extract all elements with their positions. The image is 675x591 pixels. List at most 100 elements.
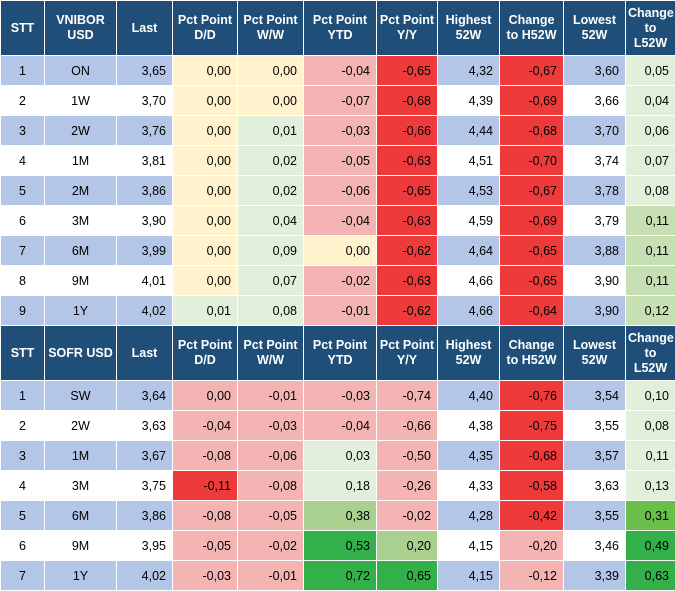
cell-highest-52w: 4,33: [438, 471, 500, 501]
cell-pct-yy: -0,02: [377, 501, 438, 531]
header-pct-ww: Pct Point W/W: [238, 1, 304, 56]
cell-stt: 3: [1, 441, 45, 471]
cell-change-h52w: -0,68: [500, 116, 564, 146]
cell-lowest-52w: 3,90: [564, 266, 626, 296]
cell-last: 3,86: [117, 176, 173, 206]
cell-stt: 6: [1, 206, 45, 236]
cell-lowest-52w: 3,63: [564, 471, 626, 501]
cell-change-h52w: -0,76: [500, 381, 564, 411]
cell-pct-ytd: -0,02: [304, 266, 377, 296]
cell-tenor: 2W: [45, 116, 117, 146]
cell-pct-yy: -0,65: [377, 56, 438, 86]
cell-pct-ww: -0,01: [238, 561, 304, 591]
cell-highest-52w: 4,32: [438, 56, 500, 86]
cell-change-h52w: -0,68: [500, 441, 564, 471]
cell-pct-yy: 0,20: [377, 531, 438, 561]
header-change-h52w: Change to H52W: [500, 1, 564, 56]
cell-lowest-52w: 3,55: [564, 411, 626, 441]
cell-lowest-52w: 3,88: [564, 236, 626, 266]
header-pct-yy: Pct Point Y/Y: [377, 326, 438, 381]
cell-pct-ww: 0,02: [238, 146, 304, 176]
cell-lowest-52w: 3,54: [564, 381, 626, 411]
header-last: Last: [117, 1, 173, 56]
cell-tenor: 2M: [45, 176, 117, 206]
cell-pct-ww: -0,01: [238, 381, 304, 411]
cell-lowest-52w: 3,78: [564, 176, 626, 206]
cell-change-l52w: 0,11: [626, 441, 675, 471]
cell-stt: 9: [1, 296, 45, 326]
cell-change-l52w: 0,31: [626, 501, 675, 531]
cell-change-h52w: -0,58: [500, 471, 564, 501]
cell-pct-dd: -0,11: [173, 471, 238, 501]
cell-pct-dd: 0,00: [173, 236, 238, 266]
cell-change-l52w: 0,11: [626, 266, 675, 296]
cell-change-l52w: 0,11: [626, 236, 675, 266]
cell-pct-ytd: -0,04: [304, 56, 377, 86]
cell-change-l52w: 0,12: [626, 296, 675, 326]
cell-tenor: 3M: [45, 206, 117, 236]
header-pct-yy: Pct Point Y/Y: [377, 1, 438, 56]
cell-pct-dd: 0,00: [173, 266, 238, 296]
cell-pct-ww: 0,02: [238, 176, 304, 206]
cell-stt: 6: [1, 531, 45, 561]
cell-tenor: 9M: [45, 531, 117, 561]
cell-pct-dd: -0,05: [173, 531, 238, 561]
cell-pct-yy: -0,66: [377, 411, 438, 441]
cell-pct-yy: -0,74: [377, 381, 438, 411]
cell-change-l52w: 0,08: [626, 411, 675, 441]
cell-change-l52w: 0,04: [626, 86, 675, 116]
cell-pct-dd: 0,00: [173, 176, 238, 206]
cell-pct-ytd: 0,18: [304, 471, 377, 501]
cell-pct-dd: 0,00: [173, 381, 238, 411]
header-change-l52w: Change to L52W: [626, 326, 675, 381]
cell-pct-yy: -0,50: [377, 441, 438, 471]
cell-lowest-52w: 3,60: [564, 56, 626, 86]
cell-pct-ytd: -0,05: [304, 146, 377, 176]
cell-change-h52w: -0,20: [500, 531, 564, 561]
cell-stt: 8: [1, 266, 45, 296]
cell-pct-ytd: -0,03: [304, 116, 377, 146]
cell-lowest-52w: 3,79: [564, 206, 626, 236]
header-pct-dd: Pct Point D/D: [173, 1, 238, 56]
cell-pct-ytd: -0,01: [304, 296, 377, 326]
cell-stt: 5: [1, 501, 45, 531]
cell-pct-dd: -0,03: [173, 561, 238, 591]
cell-highest-52w: 4,40: [438, 381, 500, 411]
cell-pct-yy: -0,62: [377, 236, 438, 266]
cell-pct-dd: -0,04: [173, 411, 238, 441]
cell-tenor: 9M: [45, 266, 117, 296]
cell-tenor: 6M: [45, 236, 117, 266]
cell-lowest-52w: 3,70: [564, 116, 626, 146]
cell-highest-52w: 4,38: [438, 411, 500, 441]
cell-stt: 7: [1, 236, 45, 266]
cell-pct-ytd: 0,53: [304, 531, 377, 561]
cell-pct-ww: 0,01: [238, 116, 304, 146]
cell-last: 3,70: [117, 86, 173, 116]
cell-stt: 1: [1, 381, 45, 411]
cell-pct-ytd: -0,03: [304, 381, 377, 411]
cell-pct-yy: -0,63: [377, 146, 438, 176]
cell-stt: 7: [1, 561, 45, 591]
cell-tenor: ON: [45, 56, 117, 86]
cell-last: 3,76: [117, 116, 173, 146]
cell-pct-ww: -0,03: [238, 411, 304, 441]
header-pct-ytd: Pct Point YTD: [304, 1, 377, 56]
cell-pct-ww: -0,06: [238, 441, 304, 471]
cell-pct-ww: 0,08: [238, 296, 304, 326]
cell-lowest-52w: 3,55: [564, 501, 626, 531]
cell-highest-52w: 4,15: [438, 561, 500, 591]
cell-pct-dd: 0,00: [173, 206, 238, 236]
cell-stt: 1: [1, 56, 45, 86]
header-change-h52w: Change to H52W: [500, 326, 564, 381]
cell-tenor: 3M: [45, 471, 117, 501]
cell-pct-yy: -0,63: [377, 266, 438, 296]
cell-change-h52w: -0,65: [500, 266, 564, 296]
header-lowest-52w: Lowest 52W: [564, 1, 626, 56]
